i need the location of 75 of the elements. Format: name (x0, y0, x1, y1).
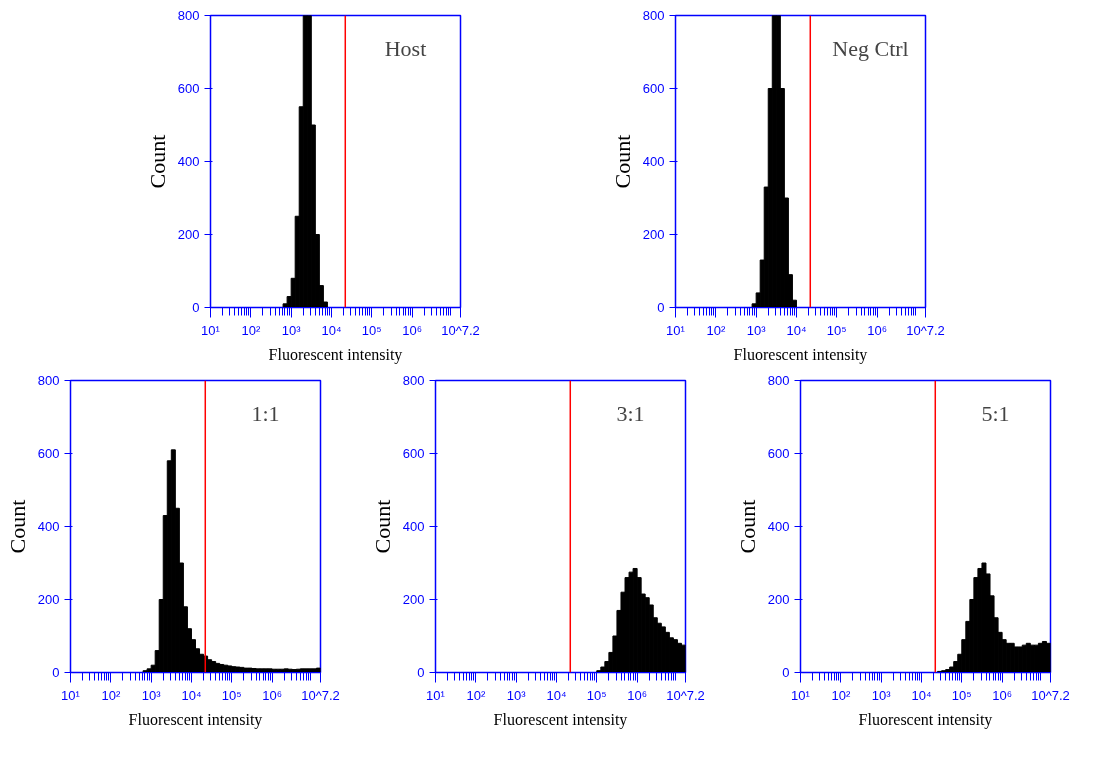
x-tick-label: 10² (831, 687, 851, 703)
x-tick-label: 10^7.2 (1031, 687, 1070, 703)
y-tick-label: 800 (402, 373, 425, 388)
x-tick-label: 10⁴ (786, 322, 807, 338)
x-tick-label: 10⁶ (992, 687, 1013, 703)
x-tick-label: 10⁴ (321, 322, 342, 338)
annotation: Host (384, 35, 427, 61)
x-tick-label: 10⁵ (826, 322, 847, 338)
y-tick-label: 0 (782, 665, 790, 680)
x-tick-label: 10^7.2 (441, 322, 480, 338)
y-tick-label: 800 (37, 373, 60, 388)
y-tick-label: 600 (37, 446, 60, 461)
x-tick-label: 10¹ (426, 687, 446, 703)
x-tick-label: 10⁶ (262, 687, 283, 703)
annotation: 3:1 (616, 400, 645, 426)
y-tick-label: 600 (402, 446, 425, 461)
x-tick-label: 10¹ (201, 322, 221, 338)
y-tick-label: 0 (52, 665, 60, 680)
y-tick-label: 400 (402, 519, 425, 534)
x-tick-label: 10⁵ (361, 322, 382, 338)
x-tick-label: 10³ (506, 687, 527, 703)
y-tick-label: 600 (177, 81, 200, 96)
annotation: 5:1 (981, 400, 1010, 426)
x-tick-label: 10³ (871, 687, 892, 703)
x-tick-label: 10¹ (666, 322, 686, 338)
x-axis-title: Fluorescent intensity (858, 710, 993, 729)
x-tick-label: 10⁵ (586, 687, 607, 703)
x-tick-label: 10¹ (791, 687, 811, 703)
x-tick-label: 10^7.2 (301, 687, 340, 703)
y-tick-label: 0 (657, 300, 665, 315)
x-tick-label: 10² (706, 322, 726, 338)
y-tick-label: 400 (642, 154, 665, 169)
x-tick-label: 10⁴ (181, 687, 202, 703)
y-tick-label: 800 (642, 8, 665, 23)
x-tick-label: 10⁶ (402, 322, 423, 338)
y-tick-label: 400 (767, 519, 790, 534)
annotation: 1:1 (251, 400, 280, 426)
y-tick-label: 200 (642, 227, 665, 242)
x-axis-title: Fluorescent intensity (268, 345, 403, 364)
x-axis-title: Fluorescent intensity (493, 710, 628, 729)
x-tick-label: 10^7.2 (666, 687, 705, 703)
annotation: Neg Ctrl (832, 35, 909, 61)
x-tick-label: 10² (466, 687, 486, 703)
x-tick-label: 10⁴ (911, 687, 932, 703)
y-tick-label: 200 (767, 592, 790, 607)
y-tick-label: 600 (767, 446, 790, 461)
x-tick-label: 10⁵ (221, 687, 242, 703)
x-tick-label: 10⁴ (546, 687, 567, 703)
y-axis-title: Count (144, 134, 170, 189)
y-tick-label: 400 (177, 154, 200, 169)
x-tick-label: 10³ (746, 322, 767, 338)
x-tick-label: 10⁶ (867, 322, 888, 338)
y-tick-label: 200 (402, 592, 425, 607)
x-tick-label: 10³ (141, 687, 162, 703)
x-axis-title: Fluorescent intensity (128, 710, 263, 729)
y-axis-title: Count (609, 134, 635, 189)
y-tick-label: 400 (37, 519, 60, 534)
y-tick-label: 200 (37, 592, 60, 607)
y-tick-label: 800 (767, 373, 790, 388)
y-tick-label: 0 (417, 665, 425, 680)
y-axis-title: Count (369, 499, 395, 554)
x-tick-label: 10³ (281, 322, 302, 338)
y-tick-label: 0 (192, 300, 200, 315)
x-tick-label: 10⁶ (627, 687, 648, 703)
x-tick-label: 10⁵ (951, 687, 972, 703)
y-tick-label: 600 (642, 81, 665, 96)
x-tick-label: 10^7.2 (906, 322, 945, 338)
y-axis-title: Count (4, 499, 30, 554)
x-tick-label: 10² (101, 687, 121, 703)
x-axis-title: Fluorescent intensity (733, 345, 868, 364)
y-tick-label: 800 (177, 8, 200, 23)
x-tick-label: 10² (241, 322, 261, 338)
x-tick-label: 10¹ (61, 687, 81, 703)
y-tick-label: 200 (177, 227, 200, 242)
y-axis-title: Count (734, 499, 760, 554)
